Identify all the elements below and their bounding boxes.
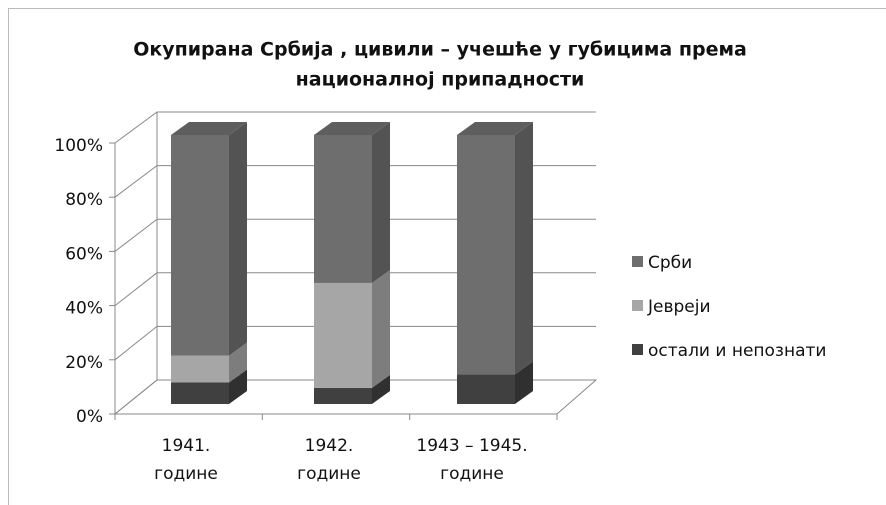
- bar: [171, 135, 229, 356]
- bar-side: [515, 361, 533, 404]
- x-tick-label: 1942.: [305, 436, 354, 456]
- legend-swatch: [632, 256, 643, 267]
- x-tick-label: 1943 – 1945.: [416, 436, 527, 456]
- legend-label: Јевреји: [647, 297, 711, 317]
- bar: [171, 382, 229, 404]
- x-tick-label: године: [154, 464, 218, 484]
- bar-top: [457, 122, 533, 135]
- bar-side: [229, 342, 247, 383]
- bar: [314, 282, 372, 388]
- bar: [457, 135, 515, 375]
- x-tick-label: 1941.: [162, 436, 211, 456]
- legend-label: остали и непознати: [648, 341, 826, 361]
- y-tick-label: 80%: [65, 190, 103, 210]
- bar-top: [314, 122, 390, 135]
- bar-side: [372, 374, 390, 404]
- bar-top: [171, 122, 247, 135]
- bar: [314, 387, 372, 404]
- legend-swatch: [632, 344, 643, 355]
- y-tick-label: 100%: [54, 136, 103, 156]
- bar-side: [229, 122, 247, 356]
- x-tick-label: године: [440, 464, 504, 484]
- y-tick-label: 20%: [65, 353, 103, 373]
- bar-side: [372, 122, 390, 283]
- bar: [171, 355, 229, 383]
- legend-label: Срби: [648, 253, 692, 273]
- bar: [457, 374, 515, 404]
- x-tick-label: године: [297, 464, 361, 484]
- y-tick-label: 0%: [76, 407, 103, 427]
- bar-side: [229, 369, 247, 404]
- bar: [314, 135, 372, 283]
- bar-side: [515, 122, 533, 375]
- chart-border: [8, 8, 886, 505]
- y-tick-label: 60%: [65, 244, 103, 264]
- bar-side: [372, 269, 390, 388]
- chart-title: националној припадности: [296, 69, 585, 91]
- legend-swatch: [632, 300, 643, 311]
- chart-title: Окупирана Србија , цивили – учешће у губ…: [133, 39, 747, 61]
- y-tick-label: 40%: [65, 299, 103, 319]
